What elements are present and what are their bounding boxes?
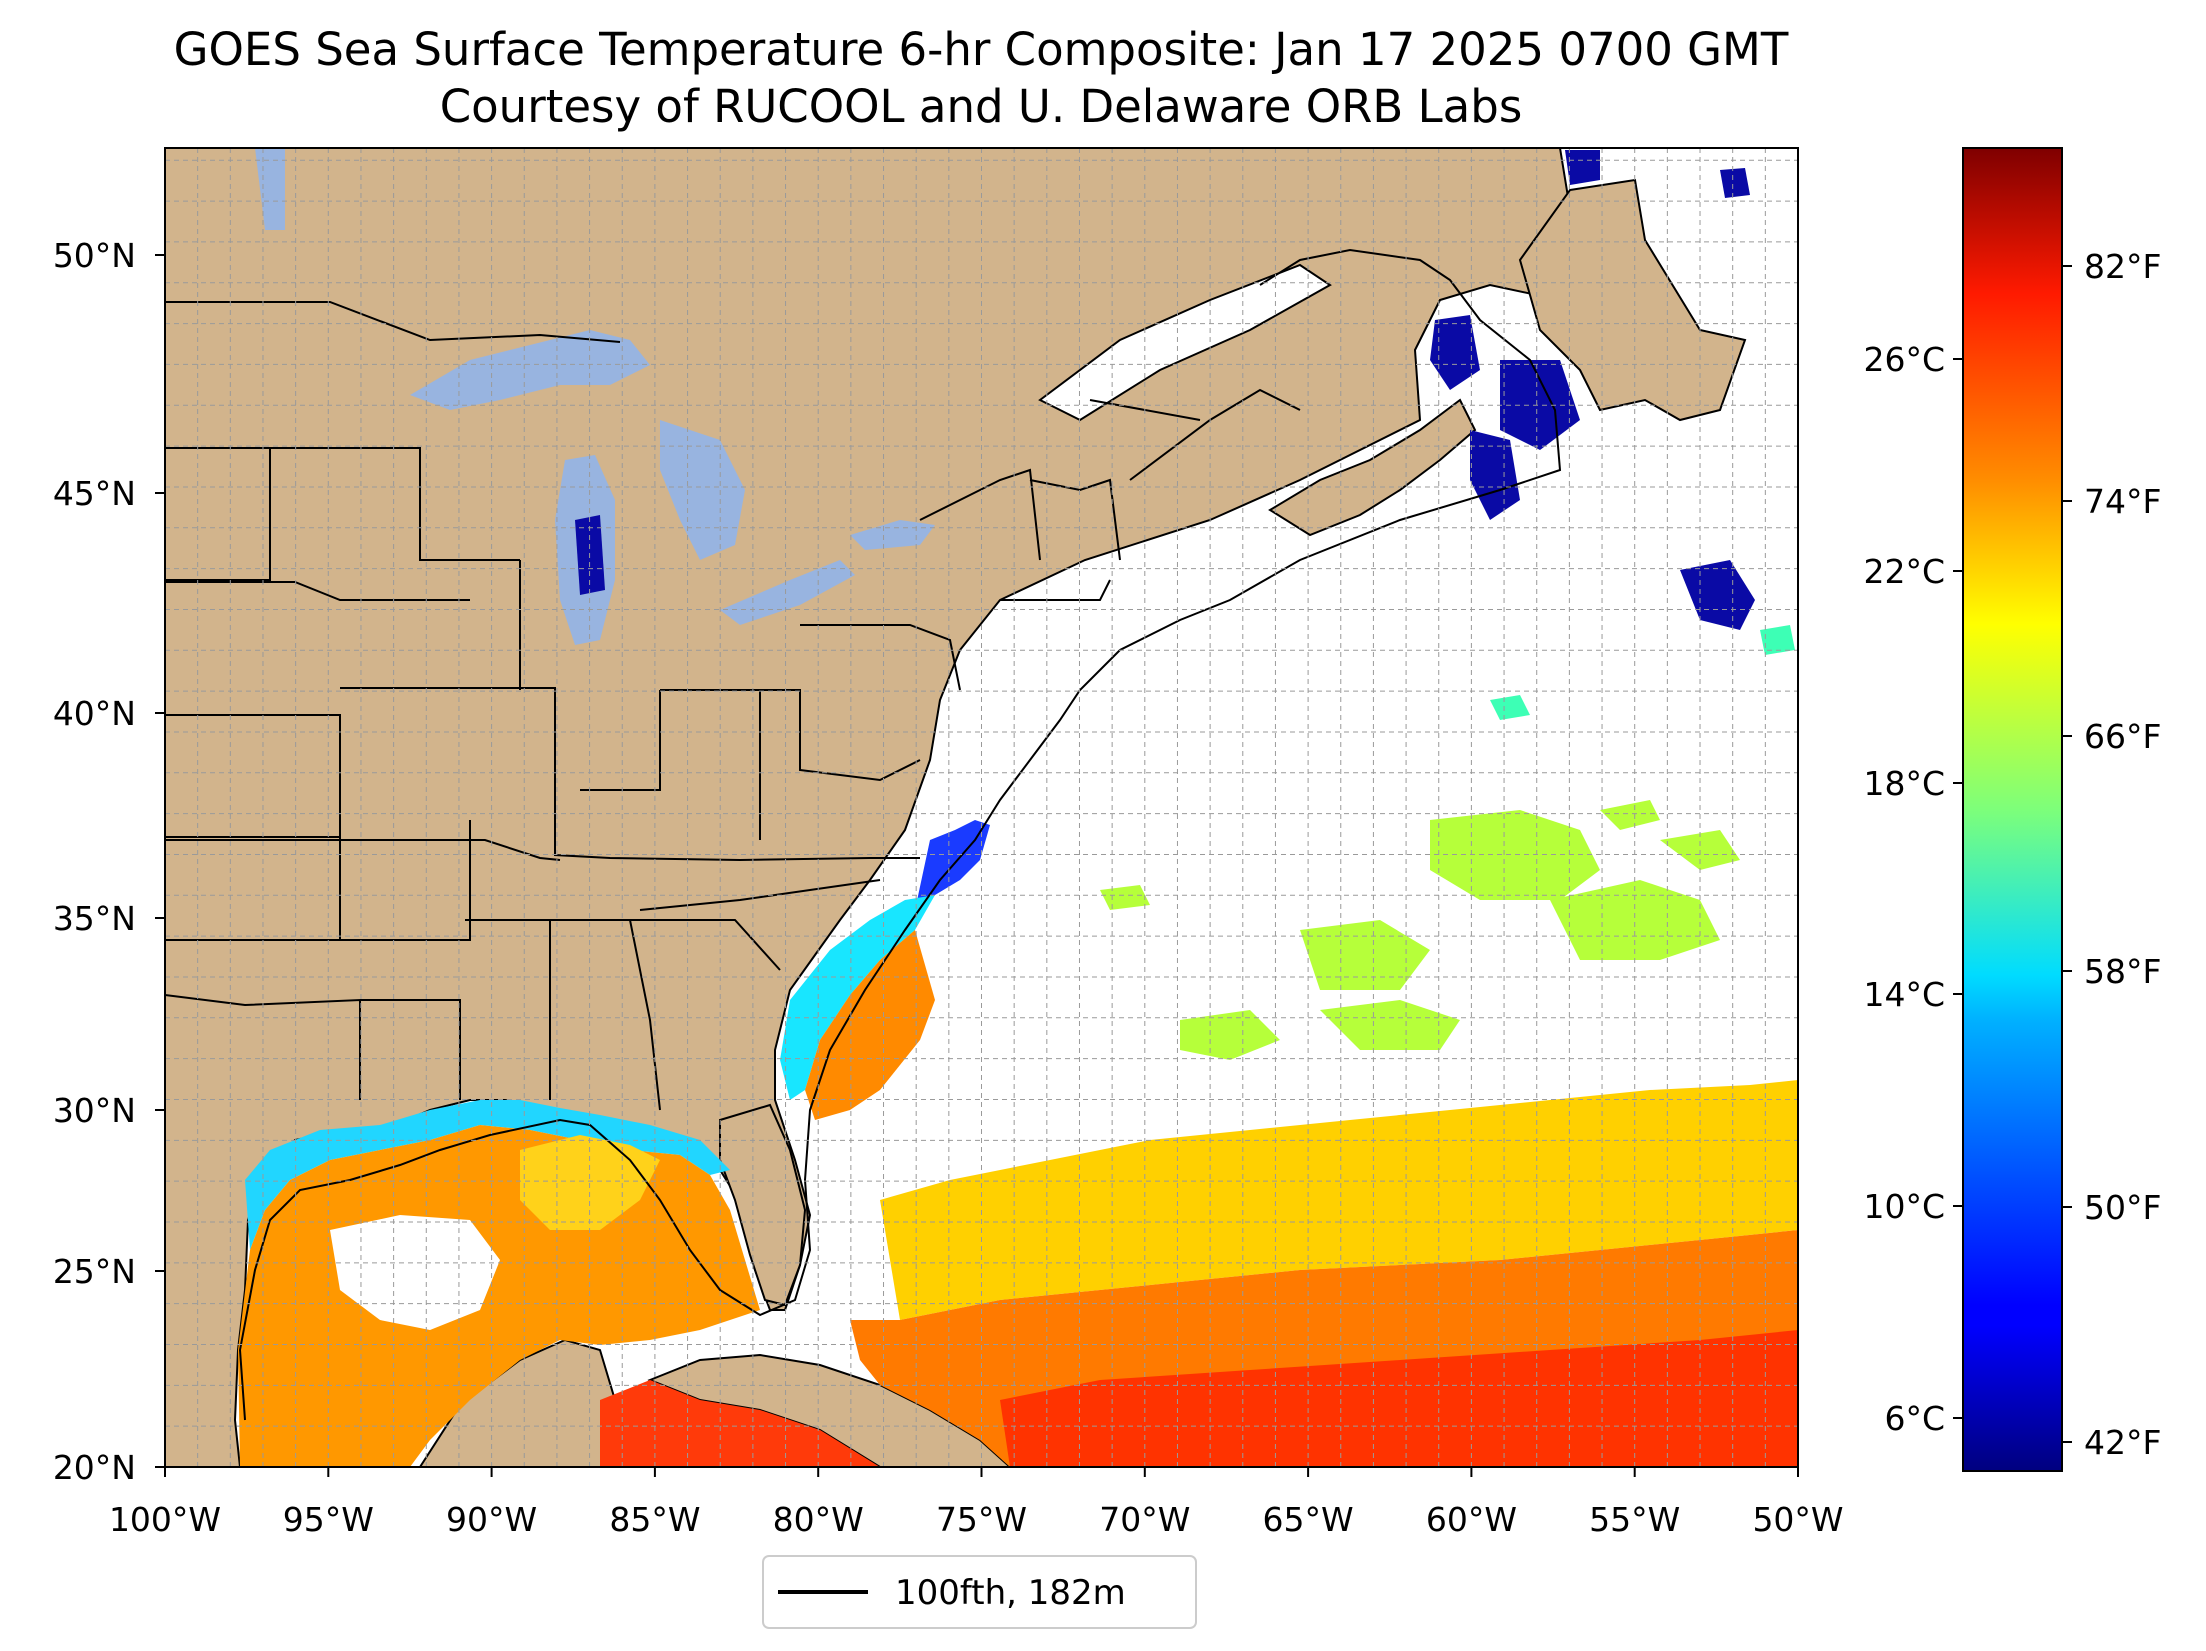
sst-gulf-yellow xyxy=(520,1135,660,1230)
x-tick-label: 80°W xyxy=(773,1500,864,1539)
x-axis: 100°W 95°W 90°W 85°W 80°W 75°W 70°W 65°W… xyxy=(109,1467,1844,1539)
legend-label: 100fth, 182m xyxy=(895,1573,1126,1613)
colorbar-celsius-label: 10°C xyxy=(1863,1187,1945,1226)
legend: 100fth, 182m xyxy=(762,1555,1197,1629)
y-tick-label: 40°N xyxy=(53,694,136,733)
newfoundland-land xyxy=(1518,178,1747,422)
isobath-100fth xyxy=(238,248,1562,1421)
x-tick-label: 90°W xyxy=(446,1500,537,1539)
x-tick-label: 60°W xyxy=(1426,1500,1517,1539)
x-tick-label: 85°W xyxy=(609,1500,700,1539)
y-tick-label: 45°N xyxy=(53,474,136,513)
y-tick-label: 20°N xyxy=(53,1448,136,1487)
colorbar-celsius-label: 22°C xyxy=(1863,552,1945,591)
legend-box xyxy=(762,1555,1197,1629)
nova-scotia-land xyxy=(1268,398,1477,537)
map-panel: 100°W 95°W 90°W 85°W 80°W 75°W 70°W 65°W… xyxy=(53,147,1844,1539)
map-gridlines xyxy=(165,148,1798,1467)
sst-midatlantic-teal-patches xyxy=(1490,625,1795,720)
x-tick-label: 75°W xyxy=(936,1500,1027,1539)
colorbar-celsius-label: 14°C xyxy=(1863,975,1945,1014)
colorbar-fahrenheit-label: 66°F xyxy=(2084,717,2161,756)
colorbar-celsius-label: 6°C xyxy=(1884,1399,1945,1438)
sst-gulf-central-nodata xyxy=(330,1215,500,1330)
colorbar-fahrenheit-label: 50°F xyxy=(2084,1188,2161,1227)
colorbar-celsius-label: 18°C xyxy=(1863,764,1945,803)
sst-gulf-warm xyxy=(238,1125,760,1467)
colorbar: 6°C 10°C 14°C 18°C 22°C 26°C 42°F 50°F 5… xyxy=(1863,147,2161,1472)
x-tick-label: 70°W xyxy=(1099,1500,1190,1539)
colorbar-celsius-label: 26°C xyxy=(1863,340,1945,379)
colorbar-fahrenheit-label: 82°F xyxy=(2084,247,2161,286)
lake-erie xyxy=(720,560,855,625)
colorbar-fahrenheit-label: 74°F xyxy=(2084,482,2161,521)
y-axis: 20°N 25°N 30°N 35°N 40°N 45°N 50°N xyxy=(53,236,165,1487)
colorbar-fahrenheit-label: 42°F xyxy=(2084,1423,2161,1462)
colorbar-gradient xyxy=(1962,147,2063,1472)
sst-gulf-coastal-cold xyxy=(245,1100,730,1250)
sst-midatlantic-green-patches xyxy=(1100,800,1740,1060)
y-tick-label: 35°N xyxy=(53,899,136,938)
x-tick-label: 55°W xyxy=(1589,1500,1680,1539)
sst-caribbean-hot xyxy=(600,1380,880,1467)
x-tick-label: 95°W xyxy=(283,1500,374,1539)
colorbar-fahrenheit-label: 58°F xyxy=(2084,952,2161,991)
x-tick-label: 50°W xyxy=(1752,1500,1843,1539)
state-boundaries xyxy=(165,301,1301,1260)
figure-title: GOES Sea Surface Temperature 6-hr Compos… xyxy=(174,23,1789,76)
y-tick-label: 50°N xyxy=(53,236,136,275)
sst-south-atlantic-red xyxy=(1000,1330,1798,1467)
x-tick-label: 65°W xyxy=(1263,1500,1354,1539)
lake-huron xyxy=(660,420,745,560)
sst-atlantic-shelf-warm xyxy=(805,930,935,1120)
sst-atlantic-coastal-cyan xyxy=(780,895,935,1100)
y-tick-label: 25°N xyxy=(53,1252,136,1291)
sst-field xyxy=(238,150,1798,1467)
y-tick-label: 30°N xyxy=(53,1091,136,1130)
sst-north-cold-patches xyxy=(575,150,1755,630)
figure-subtitle: Courtesy of RUCOOL and U. Delaware ORB L… xyxy=(440,80,1523,133)
sst-south-atlantic-yellow xyxy=(880,1080,1798,1320)
x-tick-label: 100°W xyxy=(109,1500,221,1539)
